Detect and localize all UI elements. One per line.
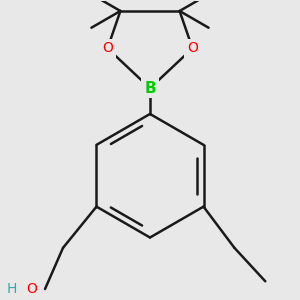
- Text: O: O: [102, 41, 113, 55]
- Text: B: B: [144, 81, 156, 96]
- Text: H: H: [6, 282, 17, 296]
- Text: O: O: [187, 41, 198, 55]
- Text: O: O: [26, 282, 37, 296]
